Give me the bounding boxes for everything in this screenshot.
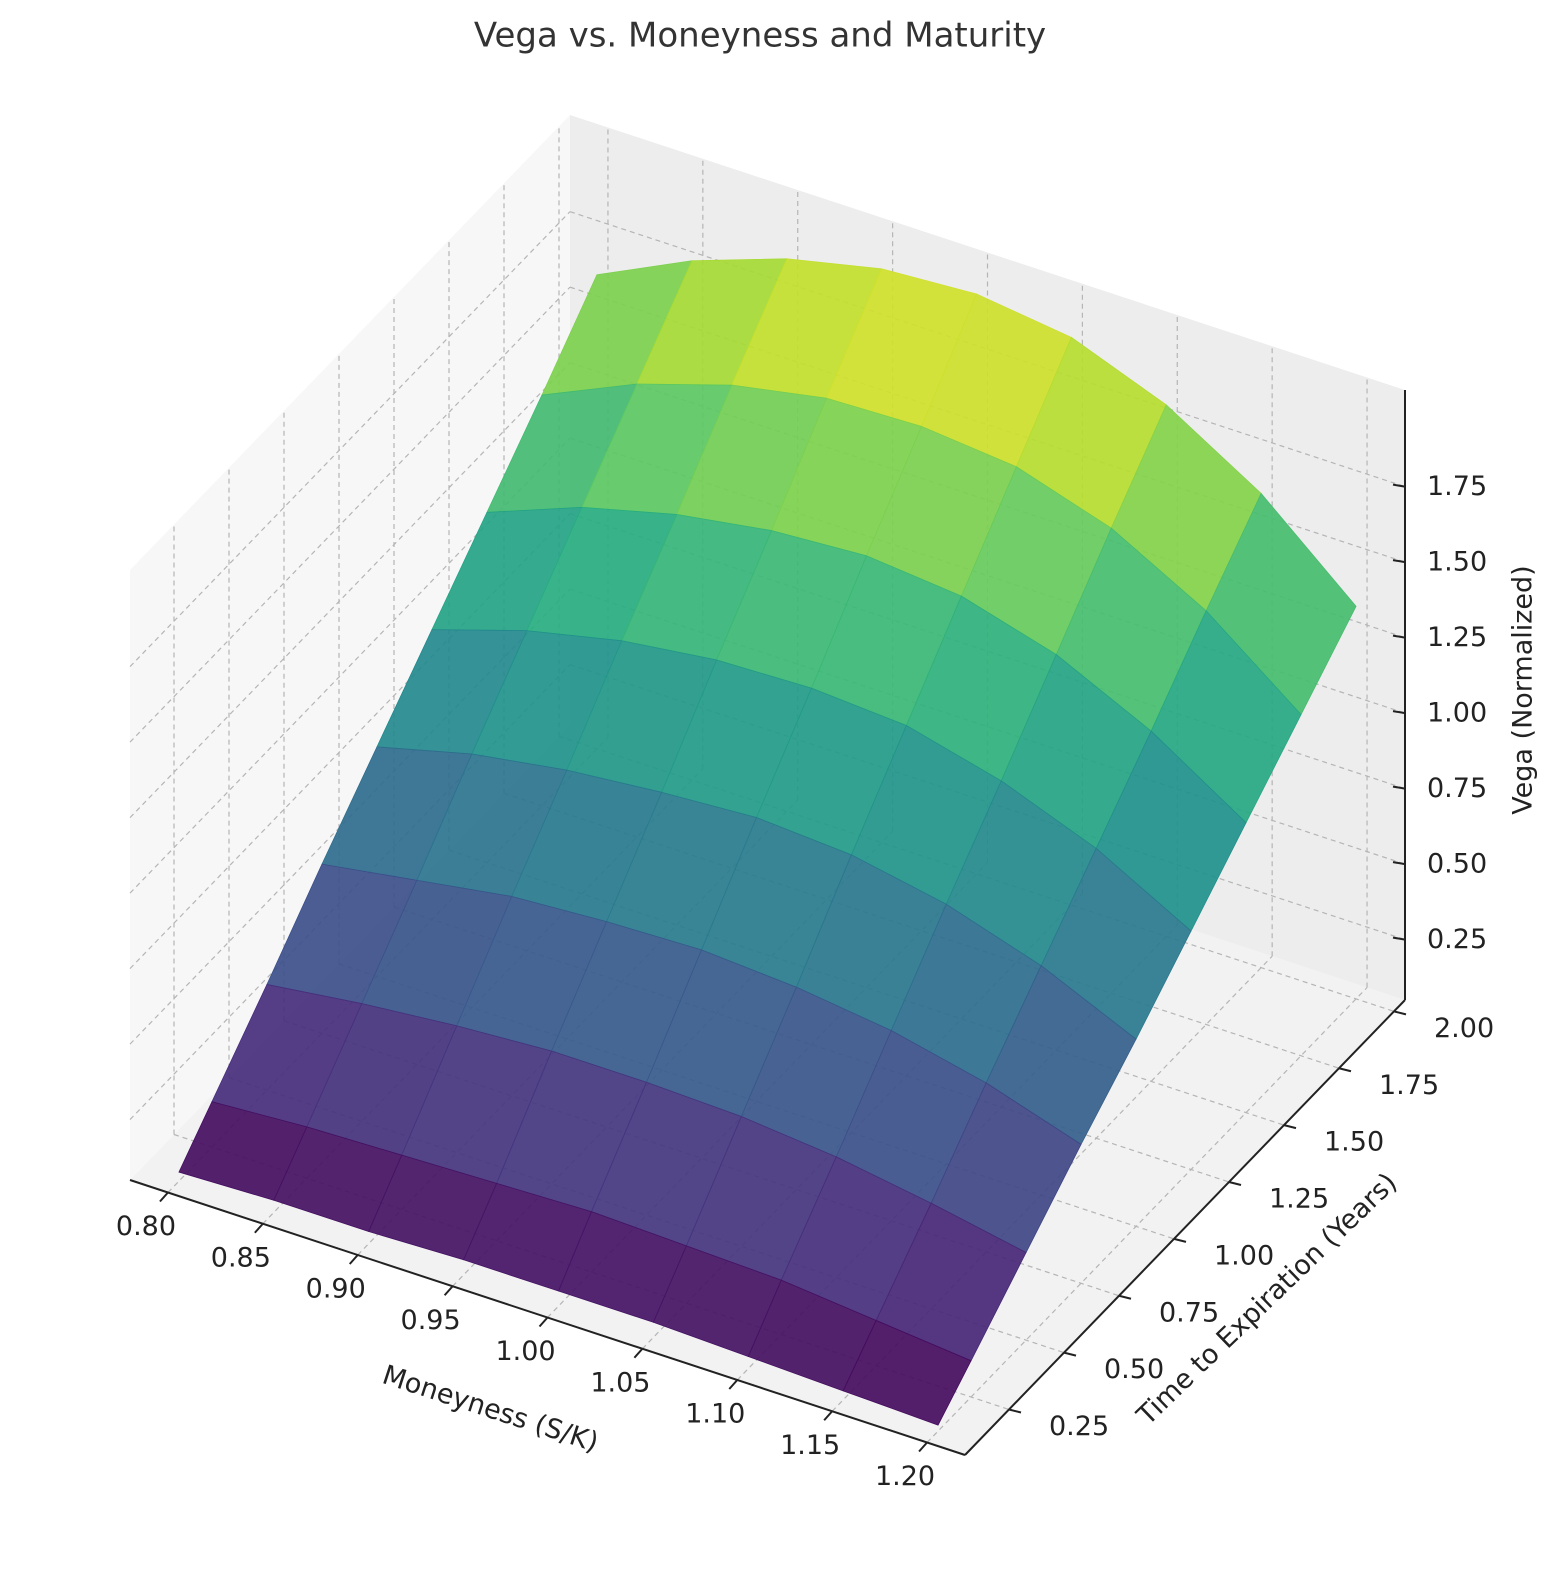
y-tick-label: 0.50 [1104, 1354, 1164, 1385]
y-tick-label: 1.50 [1324, 1127, 1384, 1158]
z-tick-label: 1.25 [1427, 622, 1487, 653]
grid-line [129, 513, 571, 970]
z-tick-label: 0.50 [1427, 849, 1487, 880]
x-tick-label: 0.95 [401, 1305, 461, 1336]
y-tick [1393, 1010, 1407, 1016]
grid-line [129, 286, 571, 743]
x-tick [254, 1223, 264, 1234]
y-tick [1338, 1067, 1352, 1073]
left-pane [130, 115, 570, 1180]
x-tick [159, 1191, 169, 1203]
y-tick-label: 1.25 [1269, 1184, 1329, 1215]
chart-title: Vega vs. Moneyness and Maturity [474, 16, 1046, 56]
x-tick-label: 1.00 [495, 1336, 555, 1367]
x-tick-label: 1.05 [590, 1367, 650, 1398]
z-tick [1392, 634, 1406, 639]
y-tick-label: 1.75 [1379, 1070, 1439, 1101]
x-tick-label: 0.90 [306, 1274, 366, 1305]
y-tick [1228, 1181, 1242, 1186]
y-tick-label: 0.25 [1049, 1411, 1109, 1442]
x-tick [443, 1285, 454, 1296]
y-tick-label: 2.00 [1434, 1013, 1494, 1044]
y-tick-label: 0.75 [1159, 1297, 1219, 1328]
z-tick-label: 1.50 [1427, 547, 1487, 578]
y-axis-line [964, 999, 1406, 1456]
z-tick-label: 0.25 [1427, 924, 1487, 955]
y-tick [1008, 1408, 1022, 1414]
x-tick [633, 1348, 644, 1359]
z-tick [1392, 861, 1406, 866]
z-tick [1392, 936, 1406, 941]
y-tick [1283, 1124, 1297, 1130]
grid-line [129, 437, 571, 894]
z-tick-label: 0.75 [1427, 773, 1487, 804]
grid-line [569, 211, 1406, 488]
z-tick [1392, 559, 1406, 564]
x-axis-label: Moneyness (S/K) [379, 1360, 603, 1459]
z-tick [1392, 483, 1406, 488]
grid-line [129, 211, 571, 668]
x-tick [823, 1410, 833, 1421]
x-tick [918, 1441, 928, 1453]
x-tick [728, 1379, 739, 1390]
z-tick [1392, 785, 1406, 790]
grid-line [129, 362, 571, 819]
grid-line [926, 987, 1368, 1443]
y-tick [1173, 1237, 1187, 1243]
x-tick [348, 1254, 359, 1265]
x-tick-label: 1.15 [780, 1430, 840, 1461]
surface-patch [842, 1319, 972, 1426]
z-tick-label: 1.00 [1427, 698, 1487, 729]
y-tick [1063, 1351, 1077, 1357]
x-tick-label: 1.20 [875, 1461, 935, 1492]
z-tick [1392, 710, 1406, 715]
x-tick-label: 1.10 [685, 1399, 745, 1430]
z-axis-label: Vega (Normalized) [1508, 565, 1539, 814]
y-tick [1118, 1294, 1132, 1300]
y-tick-label: 1.00 [1214, 1240, 1274, 1271]
x-tick [538, 1316, 549, 1328]
x-tick-label: 0.80 [116, 1211, 176, 1242]
x-tick-label: 0.85 [211, 1242, 271, 1273]
z-tick-label: 1.75 [1427, 471, 1487, 502]
